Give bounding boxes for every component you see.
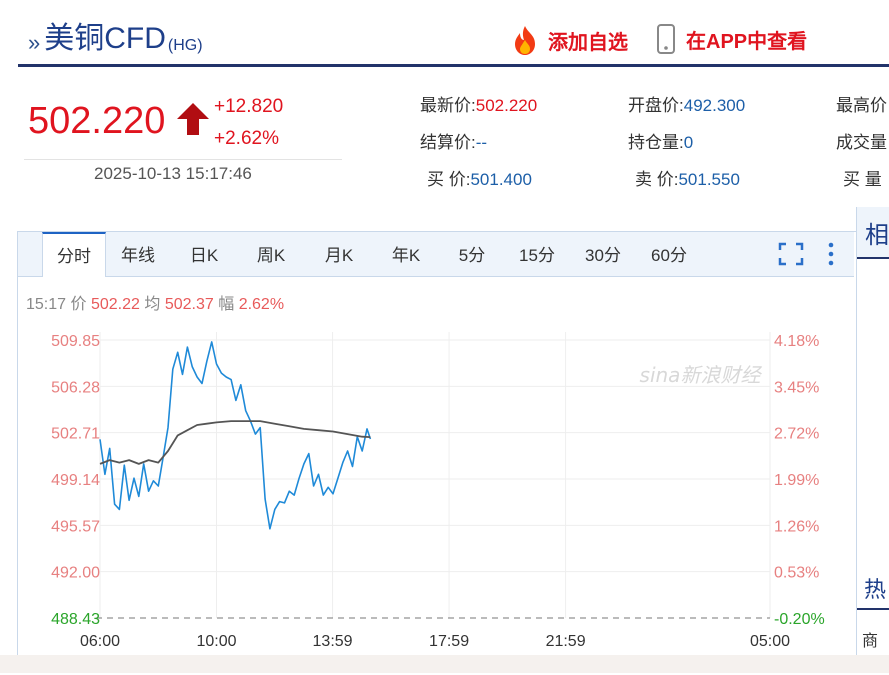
tab-9[interactable]: 60分 bbox=[651, 246, 687, 265]
sina-watermark: sina新浪财经 bbox=[640, 363, 763, 387]
header-divider bbox=[18, 64, 889, 67]
bottom-strip bbox=[0, 655, 889, 673]
y-tick-right: 1.99% bbox=[774, 472, 819, 489]
stat-volume: 成交量 bbox=[836, 133, 887, 152]
stat-settle: 结算价:-- bbox=[420, 133, 488, 152]
x-tick: 06:00 bbox=[80, 633, 120, 650]
y-tick-right: -0.20% bbox=[774, 611, 825, 628]
stat-ask: 卖 价:501.550 bbox=[635, 170, 740, 189]
price-line bbox=[99, 341, 372, 530]
page-title: » 美铜CFD (HG) bbox=[28, 18, 203, 58]
y-tick-left: 495.57 bbox=[51, 518, 100, 535]
add-watchlist-label: 添加自选 bbox=[548, 31, 628, 54]
tab-3[interactable]: 周K bbox=[256, 246, 286, 265]
x-tick: 21:59 bbox=[546, 633, 586, 650]
up-arrow-icon bbox=[177, 103, 209, 135]
tab-6[interactable]: 5分 bbox=[458, 246, 486, 265]
fullscreen-icon[interactable] bbox=[778, 242, 804, 266]
hot-label: 热 bbox=[864, 577, 887, 602]
y-tick-right: 2.72% bbox=[774, 426, 819, 443]
related-panel-header[interactable]: 相 bbox=[856, 207, 889, 259]
tab-0[interactable]: 分时 bbox=[42, 232, 106, 277]
stat-high: 最高价 bbox=[836, 96, 887, 115]
y-tick-right: 1.26% bbox=[774, 518, 819, 535]
stat-bid-volume: 买 量 bbox=[843, 170, 882, 189]
stat-open-interest: 持仓量:0 bbox=[628, 133, 694, 152]
y-tick-left: 502.71 bbox=[51, 426, 100, 443]
open-in-app-button[interactable]: 在APP中查看 bbox=[656, 24, 807, 54]
y-tick-left: 506.28 bbox=[51, 379, 100, 396]
y-tick-left: 492.00 bbox=[51, 565, 100, 582]
price-change-percent: +2.62% bbox=[214, 128, 279, 149]
quote-timestamp: 2025-10-13 15:17:46 bbox=[94, 164, 252, 183]
x-tick: 13:59 bbox=[313, 633, 353, 650]
y-tick-right: 0.53% bbox=[774, 565, 819, 582]
last-price: 502.220 bbox=[28, 100, 166, 142]
stat-latest: 最新价:502.220 bbox=[420, 96, 538, 115]
x-tick: 10:00 bbox=[196, 633, 236, 650]
stat-bid: 买 价:501.400 bbox=[427, 170, 532, 189]
chart-tab-bar: 分时 年线 日K 周K 月K 年K 5分 15分 30分 60分 bbox=[18, 232, 854, 277]
price-change: +12.820 bbox=[214, 96, 284, 117]
open-in-app-label: 在APP中查看 bbox=[686, 30, 808, 53]
double-chevron-icon: » bbox=[28, 30, 41, 55]
instrument-name: 美铜CFD bbox=[44, 22, 166, 55]
tab-1[interactable]: 年线 bbox=[121, 246, 155, 265]
tab-7[interactable]: 15分 bbox=[519, 246, 555, 265]
tab-4[interactable]: 月K bbox=[324, 246, 354, 265]
y-tick-left: 488.43 bbox=[51, 611, 100, 628]
tab-8[interactable]: 30分 bbox=[585, 246, 621, 265]
phone-icon bbox=[657, 24, 675, 54]
instrument-code: (HG) bbox=[167, 37, 203, 54]
add-watchlist-button[interactable]: 添加自选 bbox=[508, 24, 628, 56]
x-tick: 17:59 bbox=[429, 633, 469, 650]
chart-panel bbox=[17, 231, 857, 663]
price-divider bbox=[24, 159, 342, 160]
y-tick-left: 499.14 bbox=[51, 472, 100, 489]
y-tick-left: 509.85 bbox=[51, 333, 100, 350]
flame-icon bbox=[515, 26, 535, 55]
hot-panel-header[interactable]: 热 bbox=[856, 570, 889, 610]
stat-open: 开盘价:492.300 bbox=[628, 96, 746, 115]
y-tick-right: 3.45% bbox=[774, 379, 819, 396]
average-line bbox=[99, 420, 371, 465]
x-tick: 05:00 bbox=[750, 633, 790, 650]
cursor-info: 15:17 价 502.22 均 502.37 幅 2.62% bbox=[26, 296, 285, 313]
more-vertical-icon[interactable] bbox=[826, 242, 836, 266]
tab-2[interactable]: 日K bbox=[189, 246, 219, 265]
tab-5[interactable]: 年K bbox=[391, 246, 421, 265]
y-tick-right: 4.18% bbox=[774, 333, 819, 350]
related-label: 相 bbox=[865, 222, 889, 249]
